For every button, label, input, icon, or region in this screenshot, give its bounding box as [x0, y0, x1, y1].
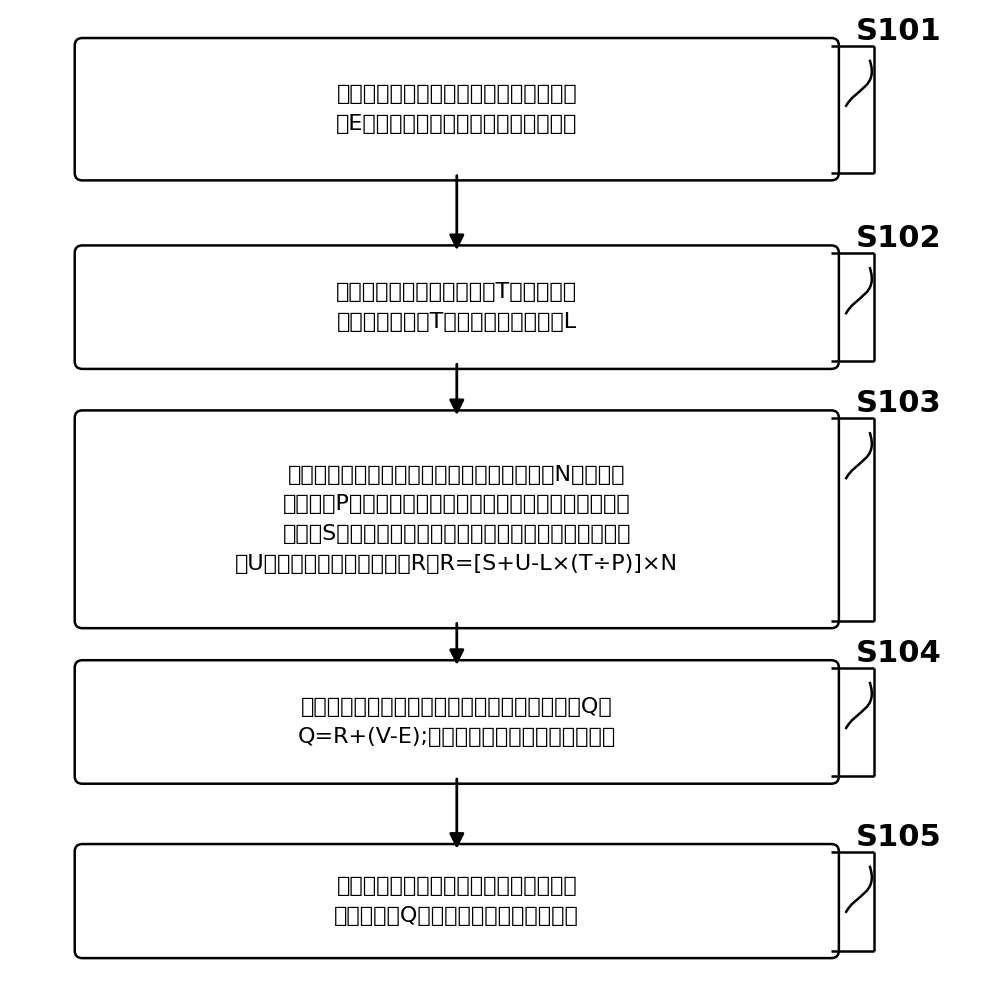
- FancyBboxPatch shape: [75, 845, 839, 958]
- FancyBboxPatch shape: [75, 660, 839, 784]
- FancyBboxPatch shape: [75, 246, 839, 369]
- Text: 计算该补充库存预测周期的补充试验消耗品数量Q，
Q=R+(V-E);然后向仓库发送补充库存的请求: 计算该补充库存预测周期的补充试验消耗品数量Q， Q=R+(V-E);然后向仓库发…: [298, 697, 616, 746]
- FancyBboxPatch shape: [75, 38, 839, 181]
- Text: S104: S104: [856, 639, 941, 668]
- Text: S103: S103: [856, 389, 941, 418]
- Text: 仓库根据该补充库存预测周期的补充试验
消耗品数量Q向研究中心补充试验消耗品: 仓库根据该补充库存预测周期的补充试验 消耗品数量Q向研究中心补充试验消耗品: [334, 876, 579, 926]
- Text: 获得研究中心内一种试验消耗品的当前库
存E、以及使用该试验消耗品的历史数据: 获得研究中心内一种试验消耗品的当前库 存E、以及使用该试验消耗品的历史数据: [336, 84, 577, 134]
- Text: S102: S102: [856, 224, 941, 253]
- Text: S105: S105: [856, 823, 941, 852]
- FancyBboxPatch shape: [75, 410, 839, 628]
- Text: 根据预设补充库存预测周期T，计算在补
充库存预测周期T内的预计脱落总人数L: 根据预设补充库存预测周期T，计算在补 充库存预测周期T内的预计脱落总人数L: [336, 283, 577, 332]
- Text: S101: S101: [856, 17, 941, 46]
- Text: 根据预设受试者每次访视使用试验消耗品数量N、受试者
访视周期P周计算已入组受试者在补充库存预测周期内的访
视次数S、即将入组受试者在补充库存预测周期内的访视次
: 根据预设受试者每次访视使用试验消耗品数量N、受试者 访视周期P周计算已入组受试者…: [235, 464, 678, 573]
